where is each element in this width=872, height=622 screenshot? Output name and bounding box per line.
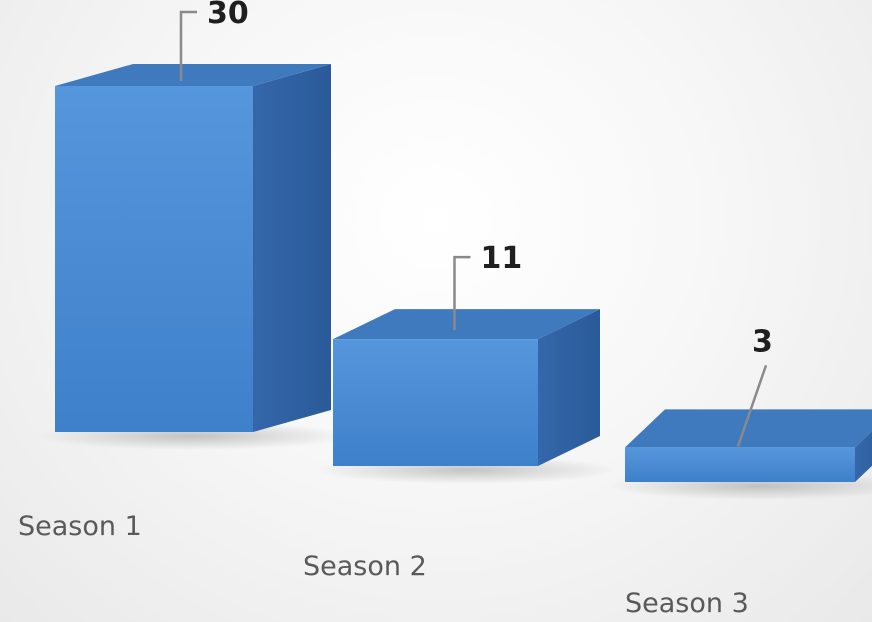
bar-side-face [253, 64, 331, 432]
bar-top-face [55, 64, 331, 86]
category-label: Season 3 [625, 588, 749, 619]
category-label: Season 1 [18, 511, 142, 542]
bar-front-face [333, 339, 538, 466]
data-label: 30 [207, 0, 249, 31]
data-label: 11 [481, 241, 523, 276]
bar-front-face [55, 86, 253, 432]
bar-top-face [625, 409, 872, 448]
bar-side-face [538, 309, 600, 466]
bar-3 [607, 409, 872, 500]
data-label-leader-line [179, 10, 197, 81]
bar-side-face [855, 431, 872, 482]
bar-top-face [333, 309, 600, 340]
bar-front-face [625, 447, 855, 482]
bar-2 [315, 309, 618, 484]
data-label: 3 [752, 324, 773, 359]
category-label: Season 2 [303, 551, 427, 582]
bar-1 [37, 64, 349, 450]
data-label-leader-line [453, 255, 471, 331]
data-label-leader-line [736, 364, 768, 447]
